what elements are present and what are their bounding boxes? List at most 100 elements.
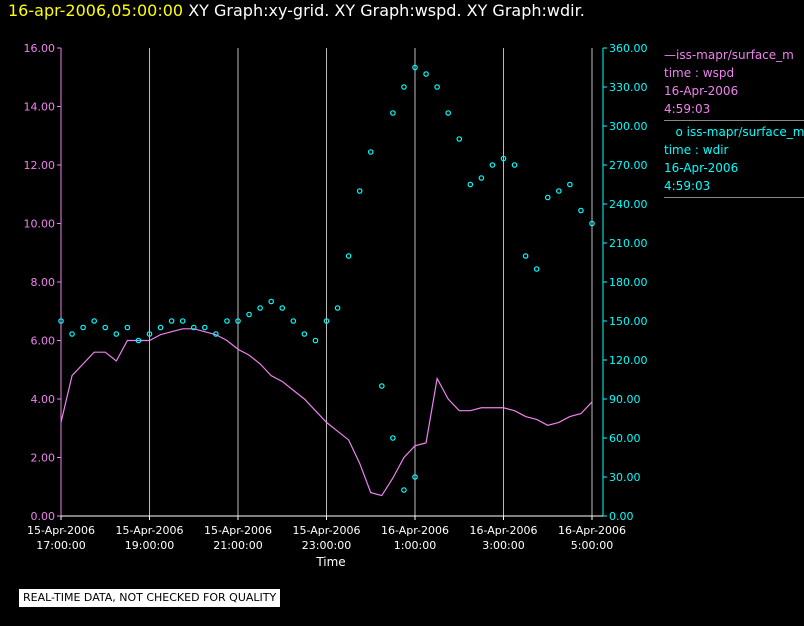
right-tick-label: 180.00 xyxy=(609,276,648,289)
x-tick-label-time: 17:00:00 xyxy=(36,539,85,552)
wdir-point xyxy=(556,188,562,194)
x-tick-label-date: 16-Apr-2006 xyxy=(381,524,449,537)
wdir-point xyxy=(511,162,518,168)
wdir-point xyxy=(379,383,385,389)
wdir-point xyxy=(268,298,274,305)
legend-series-var: time : wdir xyxy=(664,143,729,157)
wdir-point xyxy=(567,181,573,188)
left-tick-label: 2.00 xyxy=(31,452,56,465)
wdir-point xyxy=(80,324,86,331)
x-tick-label-time: 1:00:00 xyxy=(394,539,436,552)
right-tick-label: 30.00 xyxy=(609,471,641,484)
right-tick-label: 360.00 xyxy=(609,42,648,55)
legend-series-time: 4:59:03 xyxy=(664,102,711,116)
wdir-point xyxy=(102,324,109,331)
wdir-point xyxy=(467,181,474,188)
wdir-point xyxy=(323,318,330,324)
wdir-point xyxy=(345,253,352,259)
wdir-point xyxy=(124,324,131,331)
wdir-point xyxy=(456,136,463,142)
legend-series-label: o iss-mapr/surface_m xyxy=(664,125,804,139)
wdir-point xyxy=(113,331,120,337)
left-tick-label: 10.00 xyxy=(24,218,56,231)
quality-notice: REAL-TIME DATA, NOT CHECKED FOR QUALITY xyxy=(19,589,281,607)
title-bar: 16-apr-2006,05:00:00 XY Graph:xy-grid. X… xyxy=(8,0,585,24)
wdir-point xyxy=(69,331,75,337)
x-tick-label-date: 15-Apr-2006 xyxy=(115,524,183,537)
wdir-point xyxy=(390,110,396,116)
right-tick-label: 270.00 xyxy=(609,159,648,172)
wdir-point xyxy=(445,110,451,116)
left-tick-label: 6.00 xyxy=(31,335,56,348)
legend-series-date: 16-Apr-2006 xyxy=(664,161,739,175)
axes xyxy=(60,48,604,517)
timestamp: 16-apr-2006,05:00:00 xyxy=(8,1,184,20)
left-tick-label: 12.00 xyxy=(24,159,56,172)
wdir-point xyxy=(544,194,551,201)
x-tick-label-time: 5:00:00 xyxy=(571,539,613,552)
x-tick-label-date: 15-Apr-2006 xyxy=(292,524,360,537)
legend-entry-wspd: —iss-mapr/surface_m time : wspd 16-Apr-2… xyxy=(664,46,804,121)
x-tick-label-time: 19:00:00 xyxy=(125,539,174,552)
left-tick-label: 14.00 xyxy=(24,101,56,114)
left-tick-label: 16.00 xyxy=(24,42,56,55)
wdir-point xyxy=(224,318,230,324)
right-tick-label: 330.00 xyxy=(609,81,648,94)
wdir-point xyxy=(146,331,153,337)
wdir-point xyxy=(279,305,286,311)
left-axis-ticks: 0.00 2.00 4.00 6.00 8.00 10.00 12.00 14.00 16.00 xyxy=(24,42,61,523)
right-tick-label: 150.00 xyxy=(609,315,648,328)
wdir-point xyxy=(168,318,175,324)
wdir-point xyxy=(423,71,429,77)
wdir-point xyxy=(533,266,540,272)
wdir-point xyxy=(334,305,341,311)
wdir-point xyxy=(578,207,584,214)
wdir-point xyxy=(522,253,529,259)
right-tick-label: 60.00 xyxy=(609,432,641,445)
legend-series-var: time : wspd xyxy=(664,66,735,80)
x-tick-label-time: 23:00:00 xyxy=(302,539,351,552)
wdir-point xyxy=(91,318,97,324)
wdir-point xyxy=(235,318,241,324)
wdir-point xyxy=(157,324,164,331)
wdir-point xyxy=(478,175,485,181)
wspd-line xyxy=(60,328,593,497)
legend-series-date: 16-Apr-2006 xyxy=(664,84,739,98)
right-tick-label: 90.00 xyxy=(609,393,641,406)
legend-series-label: —iss-mapr/surface_m xyxy=(664,48,794,62)
left-tick-label: 8.00 xyxy=(31,276,56,289)
x-tick-label-date: 15-Apr-2006 xyxy=(204,524,272,537)
grid-lines xyxy=(60,48,593,516)
wdir-point xyxy=(367,149,374,155)
x-tick-label-date: 16-Apr-2006 xyxy=(469,524,537,537)
wdir-point xyxy=(179,318,186,324)
x-axis-ticks: 15-Apr-2006 17:00:00 15-Apr-2006 19:00:00 15… xyxy=(27,516,626,552)
left-tick-label: 4.00 xyxy=(31,393,56,406)
legend: —iss-mapr/surface_m time : wspd 16-Apr-2… xyxy=(664,46,804,200)
wdir-point xyxy=(401,84,407,90)
right-tick-label: 240.00 xyxy=(609,198,648,211)
wspd-series xyxy=(60,328,593,497)
wdir-point xyxy=(246,311,252,318)
wdir-point xyxy=(312,337,319,344)
left-tick-label: 0.00 xyxy=(31,510,56,523)
right-tick-label: 300.00 xyxy=(609,120,648,133)
wdir-point xyxy=(356,188,363,194)
wdir-point xyxy=(135,337,142,344)
wdir-point xyxy=(190,324,197,331)
wdir-point xyxy=(434,84,440,90)
right-axis-ticks: 0.00 30.00 60.00 90.00 120.00 150.00 180.00 210… xyxy=(603,42,648,523)
right-tick-label: 210.00 xyxy=(609,237,648,250)
right-tick-label: 120.00 xyxy=(609,354,648,367)
wdir-point xyxy=(202,324,208,331)
right-tick-label: 0.00 xyxy=(609,510,634,523)
wdir-point xyxy=(301,331,308,337)
wdir-point xyxy=(412,474,418,480)
wdir-point xyxy=(290,318,297,324)
legend-series-time: 4:59:03 xyxy=(664,179,711,193)
wdir-point xyxy=(213,331,219,337)
x-tick-label-time: 21:00:00 xyxy=(213,539,262,552)
x-axis-label: Time xyxy=(315,555,345,569)
wdir-series xyxy=(58,64,595,493)
